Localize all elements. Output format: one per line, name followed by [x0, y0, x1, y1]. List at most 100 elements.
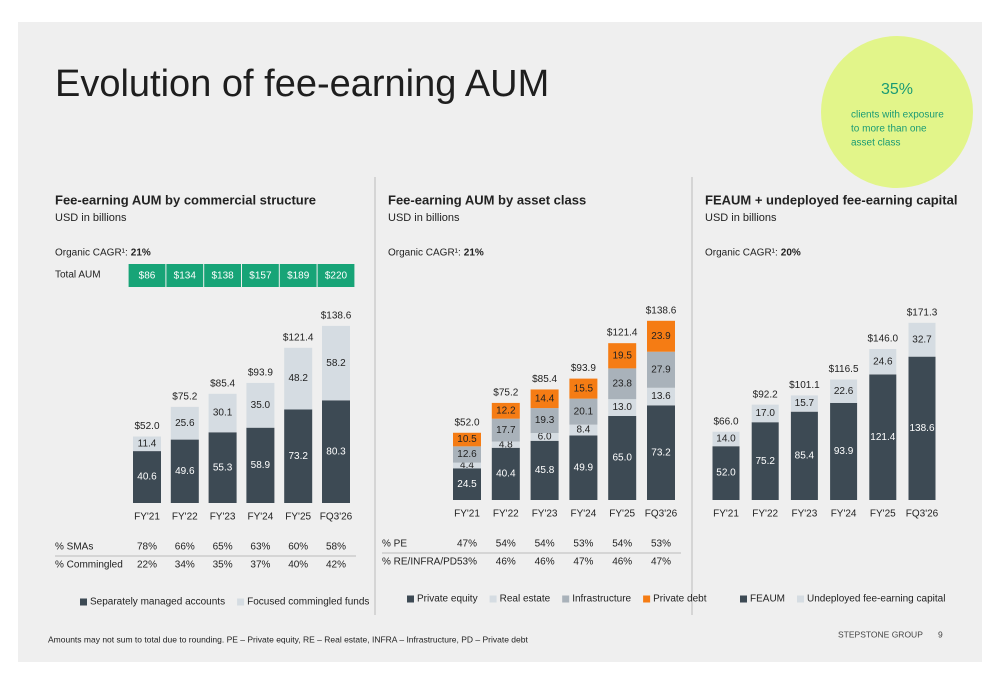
- x-tick-label: FY'24: [831, 509, 857, 520]
- segment-label: 30.1: [213, 408, 233, 419]
- segment-label: 138.6: [909, 423, 934, 434]
- segment-label: 52.0: [716, 468, 736, 479]
- table-cell: 53%: [651, 539, 671, 550]
- bar-segment: [170, 439, 199, 503]
- segment-label: 58.2: [326, 358, 346, 369]
- bar-segment: [869, 374, 897, 500]
- x-tick-label: FY'21: [713, 509, 739, 520]
- x-tick-label: FY'24: [247, 512, 273, 523]
- bar-segment: [246, 427, 275, 503]
- segment-label: 35.0: [251, 400, 271, 411]
- total-label: $146.0: [868, 334, 899, 345]
- table-cell: 46%: [612, 557, 632, 568]
- bar-segment: [712, 446, 740, 500]
- bar-segment: [322, 325, 350, 401]
- table-cell: 53%: [573, 539, 593, 550]
- segment-label: 19.5: [612, 350, 632, 361]
- bar-segment: [491, 441, 520, 448]
- bar-segment: [322, 400, 350, 503]
- table-cell: 54%: [612, 539, 632, 550]
- table-cell: 40%: [288, 560, 308, 571]
- x-tick-label: FY'23: [791, 509, 817, 520]
- segment-label: 11.4: [138, 438, 157, 449]
- badge: [821, 36, 973, 188]
- total-label: $52.0: [134, 421, 159, 432]
- bar-segment: [133, 451, 161, 503]
- table-cell: 42%: [326, 560, 346, 571]
- bar-segment: [284, 347, 313, 410]
- bar-segment: [830, 379, 858, 403]
- table-row-label: % PE: [382, 539, 407, 550]
- segment-label: 14.4: [535, 393, 555, 404]
- cagr-label: Organic CAGR¹:: [55, 248, 128, 259]
- total-label: $116.5: [829, 364, 859, 375]
- table-cell: 66%: [175, 542, 195, 553]
- badge-text: to more than one: [851, 124, 927, 135]
- chart-subtitle: USD in billions: [55, 212, 127, 224]
- total-aum-value: $138: [211, 271, 234, 282]
- table-cell: 35%: [213, 560, 233, 571]
- bar-segment: [284, 409, 313, 503]
- segment-label: 12.2: [496, 405, 516, 416]
- cagr-value: 20%: [781, 248, 801, 259]
- x-tick-label: FY'25: [609, 509, 635, 520]
- total-label: $121.4: [283, 332, 314, 343]
- bar-segment: [908, 356, 936, 500]
- segment-label: 17.7: [496, 425, 516, 436]
- bar-segment: [133, 436, 161, 452]
- bar-segment: [647, 351, 675, 388]
- table-cell: 37%: [250, 560, 270, 571]
- legend-swatch: [237, 598, 245, 606]
- legend-label: Real estate: [500, 594, 551, 605]
- bar-segment: [569, 398, 598, 425]
- bar-segment: [647, 320, 675, 352]
- segment-label: 73.2: [288, 451, 308, 462]
- bar-segment: [569, 424, 598, 436]
- segment-label: 85.4: [795, 450, 815, 461]
- segment-label: 15.5: [574, 383, 594, 394]
- bar-segment: [751, 404, 779, 423]
- table-cell: 65%: [213, 542, 233, 553]
- x-tick-label: FY'22: [493, 509, 519, 520]
- bar-segment: [712, 431, 740, 447]
- chart-subtitle: USD in billions: [388, 212, 460, 224]
- segment-label: 15.7: [795, 398, 815, 409]
- bar-segment: [453, 468, 481, 500]
- x-tick-label: FY'21: [134, 512, 160, 523]
- page-number: 9: [938, 629, 943, 639]
- bar-segment: [569, 378, 598, 399]
- legend-swatch: [740, 595, 747, 603]
- x-tick-label: FY'23: [210, 512, 236, 523]
- bar-segment: [608, 343, 637, 369]
- x-tick-label: FQ3'26: [320, 512, 353, 523]
- segment-label: 23.8: [612, 378, 632, 389]
- segment-label: 23.9: [651, 331, 671, 342]
- table-cell: 63%: [250, 542, 270, 553]
- bar-segment: [569, 435, 598, 500]
- table-row-label: % RE/INFRA/PD: [382, 557, 457, 568]
- segment-label: 24.5: [457, 479, 477, 490]
- bar-segment: [208, 393, 237, 433]
- total-label: $93.9: [248, 368, 273, 379]
- x-tick-label: FY'23: [532, 509, 558, 520]
- total-label: $66.0: [713, 416, 738, 427]
- total-label: $75.2: [493, 387, 518, 398]
- slide-background: [18, 22, 982, 662]
- segment-label: 19.3: [535, 415, 555, 426]
- legend-swatch: [80, 598, 87, 606]
- table-cell: 46%: [535, 557, 555, 568]
- legend-swatch: [562, 595, 570, 603]
- x-tick-label: FY'24: [570, 509, 596, 520]
- segment-label: 80.3: [326, 446, 346, 457]
- segment-label: 4.8: [499, 439, 513, 450]
- segment-label: 17.0: [755, 408, 775, 419]
- segment-label: 32.7: [912, 334, 932, 345]
- total-label: $92.2: [753, 389, 778, 400]
- cagr-value: 21%: [464, 248, 484, 259]
- legend-swatch: [489, 595, 497, 603]
- segment-label: 22.6: [834, 386, 854, 397]
- segment-label: 65.0: [612, 453, 632, 464]
- bar-segment: [491, 418, 520, 442]
- footnote: Amounts may not sum to total due to roun…: [48, 634, 528, 644]
